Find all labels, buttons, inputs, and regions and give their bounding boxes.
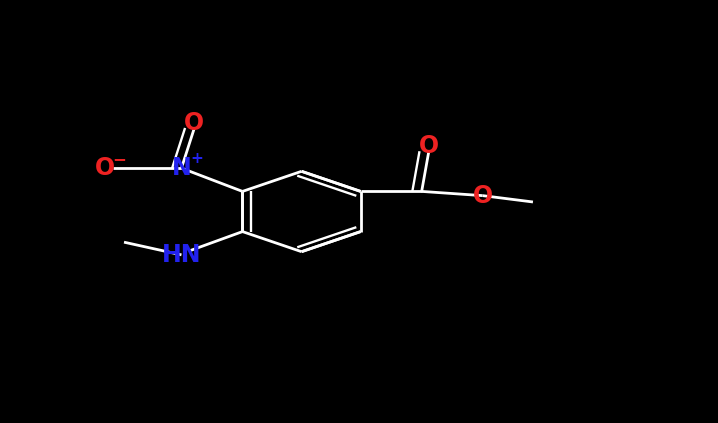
Text: N: N <box>172 156 191 180</box>
Text: HN: HN <box>162 243 201 267</box>
Text: O: O <box>95 156 115 180</box>
Text: O: O <box>419 134 439 158</box>
Text: O: O <box>472 184 493 208</box>
Text: +: + <box>191 151 204 166</box>
Text: −: − <box>112 150 126 168</box>
Text: O: O <box>185 111 205 135</box>
